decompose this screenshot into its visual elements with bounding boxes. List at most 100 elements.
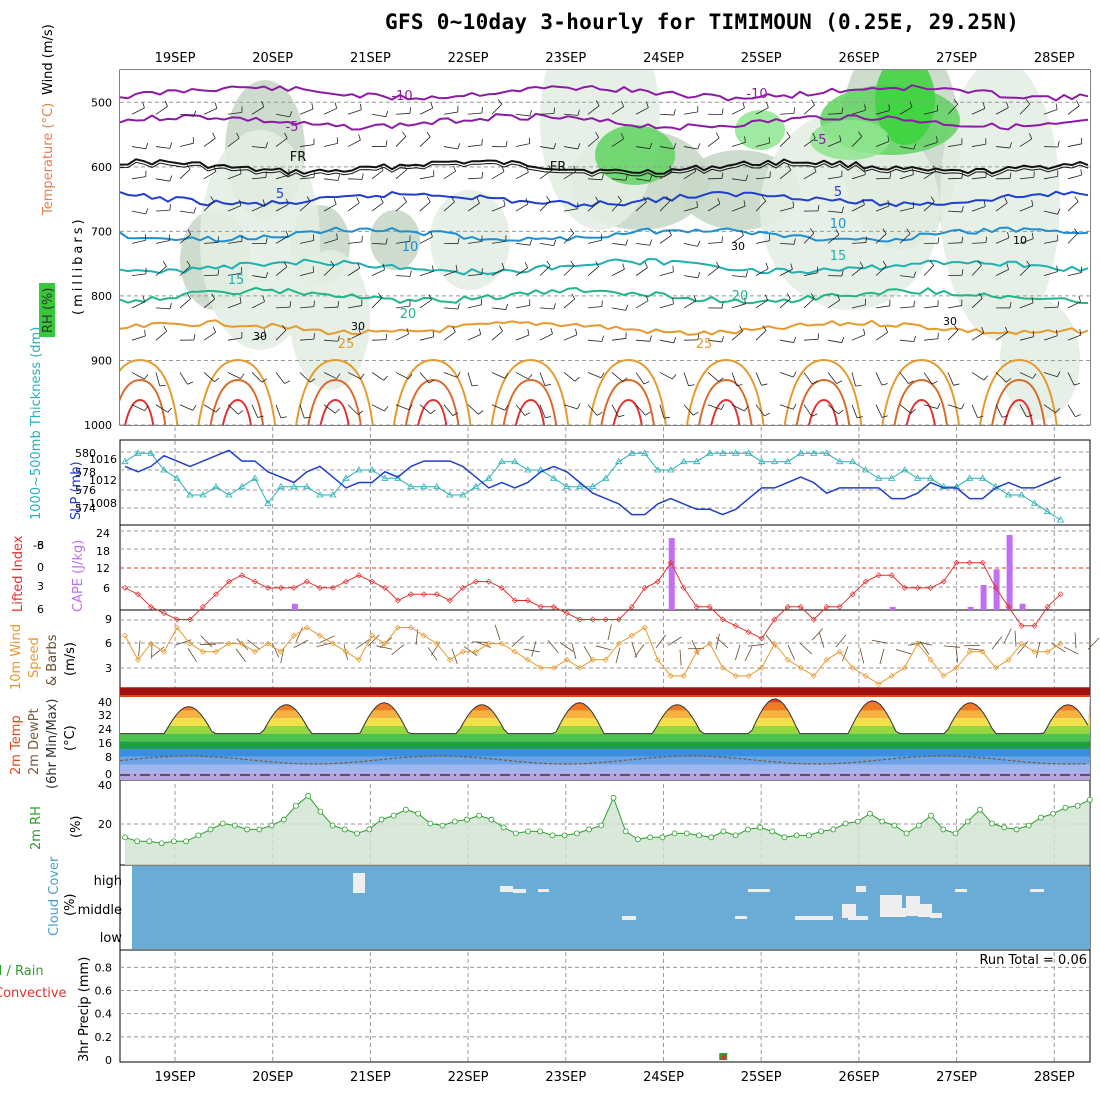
surface-wind-barb (691, 639, 699, 655)
date-label-bottom: 27SEP (936, 1070, 977, 1085)
cloud-block (353, 873, 365, 893)
wind-barb (251, 106, 265, 115)
wind-barb (323, 306, 338, 309)
wind-barb (659, 404, 665, 419)
wind-barb-feather (360, 373, 365, 379)
wind-barb-feather (1057, 301, 1060, 308)
wind-barb (131, 239, 146, 244)
lifted-index-marker (524, 597, 531, 604)
lifted-index-marker (550, 603, 557, 610)
wind-barb (491, 372, 505, 379)
rh-marker (586, 826, 592, 833)
wind-barb (299, 404, 305, 419)
wind-barb (227, 112, 242, 115)
surface-wind-barb (531, 641, 537, 657)
wind-barb (732, 437, 737, 450)
wind-barb (851, 372, 856, 387)
wind-barb (947, 143, 962, 147)
wind-barb-feather (764, 412, 770, 417)
wind-barb (587, 404, 598, 416)
rh-marker (195, 832, 202, 839)
slp-tick: 1012 (89, 474, 117, 487)
slp-ylabel-group: SLP (mb) (69, 461, 84, 520)
wind-barb (347, 372, 361, 380)
wind-barb (779, 242, 794, 245)
surface-wind-barb (1017, 641, 1029, 655)
wind-barb-feather (313, 333, 315, 340)
rh-marker (769, 828, 776, 835)
wind-barb (443, 170, 456, 180)
wind-barb-feather (403, 196, 407, 203)
wind-barb (515, 304, 530, 309)
wind-barb-feather (841, 206, 844, 213)
wind-barb-feather (936, 136, 938, 143)
wind-barb (467, 372, 473, 386)
wind-barb-feather (336, 440, 340, 444)
wind-barb-feather (476, 197, 480, 204)
wind-barb (659, 113, 675, 116)
cloud-block (848, 916, 868, 920)
wind-barb-feather (384, 405, 389, 412)
thickness-marker (758, 457, 766, 465)
wind-barb (659, 372, 673, 380)
wind-barb (707, 137, 720, 147)
wind-barb-feather (697, 333, 700, 340)
temp-ylabel-2: 2m DewPt (27, 708, 42, 775)
wind-barb (611, 200, 622, 212)
rh-marker (573, 830, 580, 837)
wind-barb (203, 171, 217, 180)
wind-barb-feather (213, 165, 217, 172)
lifted-index-marker (342, 578, 349, 585)
wind-ylabel-3: & Barbs (45, 634, 60, 686)
wind-barb-feather (457, 143, 461, 150)
wind-speed-marker (771, 640, 778, 647)
wind-tick: 3 (105, 662, 112, 675)
wind-barb-feather (430, 102, 434, 109)
wind-barb-feather (211, 293, 216, 300)
date-label-top: 22SEP (448, 51, 489, 66)
wind-barb-feather (311, 103, 314, 110)
precip-tick: 0.6 (95, 985, 113, 998)
wind-barb-feather (145, 142, 149, 149)
wind-barb (395, 136, 407, 147)
wind-barb (659, 234, 672, 244)
wind-barb (419, 236, 433, 244)
wind-barb-feather (239, 199, 242, 206)
wind-barb-feather (143, 442, 148, 446)
thickness-marker (446, 491, 454, 498)
rh-marker (500, 824, 507, 831)
wind-barb (755, 177, 770, 180)
wind-barb (971, 108, 985, 115)
thickness-marker (1004, 491, 1013, 498)
cloud-block (795, 916, 833, 920)
thickness-marker (160, 466, 168, 473)
wind-barb-feather (282, 325, 287, 331)
surface-wind-barb (319, 635, 335, 643)
wind-barb-feather (761, 195, 766, 202)
wind-speed-marker (706, 640, 713, 647)
thickness-marker (589, 482, 597, 490)
rh-marker (256, 826, 263, 833)
wind-barb-feather (912, 168, 914, 175)
wind-barb-feather (810, 293, 815, 299)
lifted-index-marker (914, 584, 921, 591)
wind-barb-feather (841, 269, 844, 277)
wind-barb-feather (432, 265, 434, 272)
wind-barb-feather (1004, 326, 1008, 333)
wind-barb-feather (546, 448, 552, 450)
surface-wind-barb (475, 641, 491, 648)
wind-barb-feather (455, 264, 458, 271)
wind-speed-marker (485, 640, 492, 647)
wind-barb (419, 107, 433, 115)
rh-marker (439, 822, 446, 829)
wind-barb-feather (932, 165, 937, 172)
wind-barb-feather (857, 131, 863, 137)
wind-barb-feather (239, 297, 242, 304)
cloud-block (1030, 889, 1044, 892)
wind-barb-feather (913, 271, 917, 278)
wind-speed-marker (212, 648, 219, 655)
thickness-marker (926, 474, 935, 481)
wind-barb (563, 404, 578, 410)
wind-barb (467, 334, 481, 341)
wind-barb (659, 271, 674, 277)
